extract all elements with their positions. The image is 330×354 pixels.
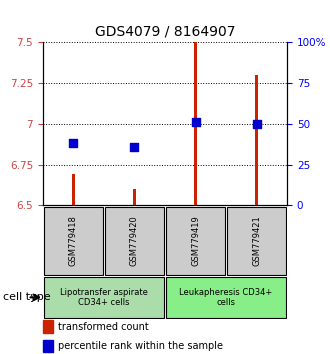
Point <box>254 121 259 127</box>
Text: cell type: cell type <box>3 292 51 302</box>
Title: GDS4079 / 8164907: GDS4079 / 8164907 <box>95 24 235 39</box>
Bar <box>194 42 197 205</box>
Text: transformed count: transformed count <box>57 322 148 332</box>
FancyBboxPatch shape <box>227 207 286 275</box>
FancyBboxPatch shape <box>44 277 164 318</box>
FancyBboxPatch shape <box>166 277 286 318</box>
Point <box>132 144 137 149</box>
FancyBboxPatch shape <box>105 207 164 275</box>
Text: Lipotransfer aspirate
CD34+ cells: Lipotransfer aspirate CD34+ cells <box>60 288 148 307</box>
Text: percentile rank within the sample: percentile rank within the sample <box>57 341 222 351</box>
Point <box>193 119 198 125</box>
Text: GSM779418: GSM779418 <box>69 215 78 266</box>
Text: GSM779420: GSM779420 <box>130 215 139 266</box>
Point <box>71 141 76 146</box>
Bar <box>43 340 53 352</box>
FancyBboxPatch shape <box>44 207 103 275</box>
FancyBboxPatch shape <box>166 207 225 275</box>
Bar <box>43 320 53 333</box>
Bar <box>255 75 258 205</box>
Text: GSM779419: GSM779419 <box>191 215 200 266</box>
Bar <box>72 175 75 205</box>
Bar <box>133 189 136 205</box>
Text: GSM779421: GSM779421 <box>252 215 261 266</box>
Text: Leukapheresis CD34+
cells: Leukapheresis CD34+ cells <box>180 288 273 307</box>
